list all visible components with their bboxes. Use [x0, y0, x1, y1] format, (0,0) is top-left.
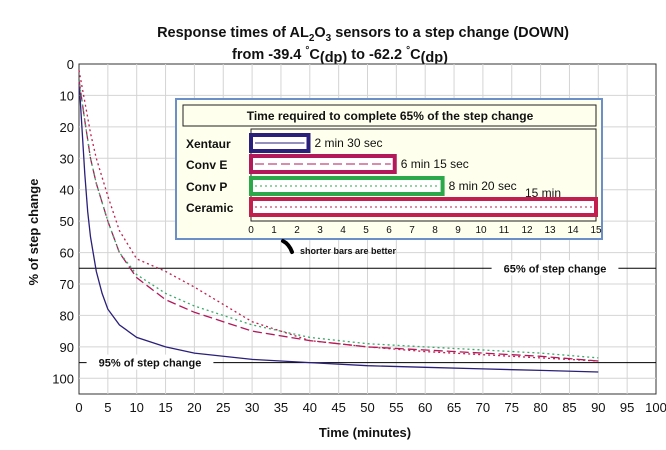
- x-tick-label: 50: [360, 400, 374, 415]
- x-tick-label: 40: [303, 400, 317, 415]
- inset-tick-label: 8: [432, 225, 438, 236]
- reference-label: 65% of step change: [504, 263, 607, 275]
- y-tick-label: 70: [60, 277, 74, 292]
- y-tick-labels: 0 10 20 30 40 50 60 70 80 90 100: [52, 57, 74, 386]
- inset-tick-label: 11: [499, 225, 510, 236]
- x-tick-label: 95: [620, 400, 634, 415]
- inset-tick-labels: 0 1 2 3 4 5 6 7 8 9 10 11 12 13 14 15: [248, 225, 602, 236]
- x-axis-label: Time (minutes): [319, 425, 411, 440]
- inset-tick-label: 9: [455, 225, 461, 236]
- y-tick-label: 10: [60, 88, 74, 103]
- series-line: [78, 79, 599, 362]
- inset-bar-label: 15 min: [525, 186, 561, 200]
- x-tick-label: 85: [562, 400, 576, 415]
- x-tick-label: 20: [187, 400, 201, 415]
- series-line: [78, 70, 599, 362]
- inset-tick-label: 4: [340, 225, 346, 236]
- y-tick-label: 30: [60, 151, 74, 166]
- inset-tick-label: 1: [271, 225, 277, 236]
- y-tick-label: 50: [60, 214, 74, 229]
- y-tick-label: 80: [60, 308, 74, 323]
- x-tick-label: 60: [418, 400, 432, 415]
- x-tick-label: 100: [645, 400, 666, 415]
- x-tick-label: 45: [331, 400, 345, 415]
- inset-tick-label: 14: [567, 225, 579, 236]
- series-group: [78, 70, 599, 373]
- inset-tick-label: 12: [521, 225, 533, 236]
- inset-bar: [249, 197, 598, 217]
- series-line: [78, 79, 599, 359]
- x-tick-label: 10: [129, 400, 143, 415]
- reference-label-bg: [491, 260, 619, 276]
- series-line: [78, 79, 599, 373]
- inset-bar-label: 8 min 20 sec: [449, 179, 517, 193]
- x-tick-label: 65: [447, 400, 461, 415]
- inset-tick-label: 13: [544, 225, 556, 236]
- x-tick-label: 55: [389, 400, 403, 415]
- x-tick-label: 35: [274, 400, 288, 415]
- inset-bar-name: Xentaur: [186, 137, 231, 151]
- inset-note: shorter bars are better: [300, 246, 397, 256]
- reference-label-bg: [86, 354, 214, 370]
- x-tick-label: 70: [476, 400, 490, 415]
- y-axis-label: % of step change: [26, 179, 41, 286]
- inset-bar-label: 6 min 15 sec: [401, 157, 469, 171]
- x-tick-label: 25: [216, 400, 230, 415]
- inset-panel: Time required to complete 65% of the ste…: [175, 98, 603, 256]
- chart-title-line1: Response times of AL2O3 sensors to a ste…: [157, 25, 569, 44]
- x-tick-label: 0: [75, 400, 82, 415]
- inset-bar-name: Ceramic: [186, 201, 234, 215]
- x-tick-labels: 0 5 10 15 20 25 30 35 40 45 50 55 60 65 70 75 80 85 90 95 10…: [75, 400, 666, 415]
- y-tick-label: 60: [60, 246, 74, 261]
- inset-tick-label: 7: [409, 225, 415, 236]
- x-tick-label: 5: [104, 400, 111, 415]
- reference-label: 95% of step change: [99, 358, 202, 370]
- x-tick-label: 75: [505, 400, 519, 415]
- x-tick-label: 30: [245, 400, 259, 415]
- y-tick-label: 20: [60, 120, 74, 135]
- y-tick-label: 100: [52, 371, 74, 386]
- inset-bar-label: 2 min 30 sec: [315, 136, 383, 150]
- inset-title: Time required to complete 65% of the ste…: [247, 109, 534, 123]
- inset-title-box: [182, 104, 597, 127]
- x-tick-label: 90: [591, 400, 605, 415]
- inset-bar-name: Conv P: [186, 180, 227, 194]
- x-tick-label: 15: [158, 400, 172, 415]
- y-tick-label: 0: [67, 57, 74, 72]
- chart-title-line2: from -39.4 °C(dp) to -62.2 °C(dp): [232, 45, 448, 66]
- inset-bars: Xentaur 2 min 30 sec Conv E 6 min 15 sec Con…: [186, 133, 598, 217]
- inset-note-arrow: [281, 239, 294, 254]
- y-tick-label: 90: [60, 340, 74, 355]
- y-tick-label: 40: [60, 183, 74, 198]
- x-tick-label: 80: [533, 400, 547, 415]
- inset-tick-label: 6: [386, 225, 392, 236]
- reference-lines: 65% of step change 95% of step change: [79, 260, 656, 370]
- inset-tick-label: 10: [475, 225, 487, 236]
- inset-tick-label: 2: [294, 225, 300, 236]
- inset-tick-label: 3: [317, 225, 323, 236]
- inset-tick-label: 0: [248, 225, 254, 236]
- inset-tick-label: 5: [363, 225, 369, 236]
- inset-bar-name: Conv E: [186, 158, 227, 172]
- inset-tick-label: 15: [590, 225, 602, 236]
